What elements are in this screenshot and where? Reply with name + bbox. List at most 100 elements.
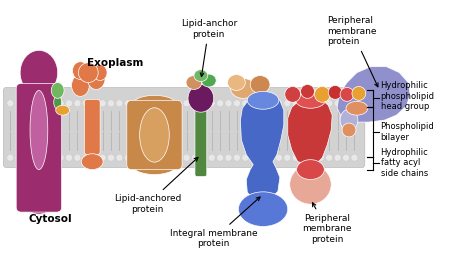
Ellipse shape [346, 101, 368, 115]
Ellipse shape [309, 100, 316, 107]
Text: Integral membrane
protein: Integral membrane protein [170, 197, 260, 248]
Ellipse shape [186, 76, 202, 89]
Ellipse shape [30, 90, 48, 170]
Ellipse shape [149, 154, 157, 161]
Ellipse shape [340, 109, 358, 131]
Ellipse shape [56, 105, 70, 115]
Ellipse shape [74, 100, 81, 107]
Ellipse shape [158, 100, 165, 107]
Ellipse shape [284, 100, 291, 107]
Ellipse shape [141, 100, 148, 107]
Ellipse shape [208, 100, 215, 107]
Ellipse shape [57, 154, 64, 161]
Ellipse shape [116, 100, 123, 107]
Ellipse shape [99, 100, 106, 107]
Ellipse shape [175, 100, 182, 107]
Ellipse shape [301, 154, 307, 161]
Ellipse shape [23, 154, 31, 161]
Text: Exoplasm: Exoplasm [87, 58, 143, 68]
Polygon shape [337, 67, 410, 122]
Ellipse shape [200, 154, 207, 161]
Ellipse shape [183, 100, 190, 107]
Ellipse shape [23, 100, 31, 107]
Ellipse shape [351, 100, 358, 107]
Ellipse shape [108, 100, 114, 107]
Ellipse shape [166, 154, 173, 161]
Ellipse shape [275, 154, 282, 161]
Ellipse shape [140, 108, 169, 162]
Ellipse shape [54, 95, 62, 109]
Ellipse shape [116, 154, 123, 161]
Ellipse shape [49, 100, 56, 107]
Text: Hydrophilic
fatty acyl
side chains: Hydrophilic fatty acyl side chains [381, 148, 428, 178]
Ellipse shape [15, 154, 22, 161]
Ellipse shape [247, 92, 279, 109]
Ellipse shape [32, 154, 39, 161]
Ellipse shape [225, 154, 232, 161]
Text: Cytosol: Cytosol [29, 214, 72, 224]
Ellipse shape [352, 87, 366, 100]
Ellipse shape [250, 100, 257, 107]
Text: Peripheral
membrane
protein: Peripheral membrane protein [302, 203, 352, 244]
Ellipse shape [340, 87, 354, 101]
Ellipse shape [250, 154, 257, 161]
Ellipse shape [49, 154, 56, 161]
Ellipse shape [132, 95, 177, 115]
Ellipse shape [234, 154, 240, 161]
Ellipse shape [296, 92, 325, 108]
FancyBboxPatch shape [84, 99, 100, 155]
Ellipse shape [250, 76, 270, 93]
Ellipse shape [72, 62, 88, 80]
Ellipse shape [20, 174, 58, 214]
Ellipse shape [328, 86, 342, 99]
Ellipse shape [133, 100, 140, 107]
Ellipse shape [66, 100, 72, 107]
FancyBboxPatch shape [3, 87, 365, 168]
Ellipse shape [225, 100, 232, 107]
Ellipse shape [267, 100, 274, 107]
Ellipse shape [74, 154, 81, 161]
Ellipse shape [124, 154, 131, 161]
Ellipse shape [91, 100, 98, 107]
Ellipse shape [82, 154, 89, 161]
Ellipse shape [158, 154, 165, 161]
Ellipse shape [342, 100, 350, 107]
Text: Peripheral
membrane
protein: Peripheral membrane protein [327, 16, 378, 87]
Ellipse shape [216, 154, 224, 161]
Ellipse shape [326, 100, 333, 107]
Ellipse shape [51, 82, 64, 98]
Ellipse shape [317, 100, 324, 107]
Ellipse shape [7, 100, 14, 107]
Ellipse shape [342, 154, 350, 161]
Ellipse shape [342, 123, 356, 137]
Text: Lipid-anchored
protein: Lipid-anchored protein [114, 158, 198, 214]
Ellipse shape [234, 100, 240, 107]
Polygon shape [288, 97, 332, 165]
Ellipse shape [297, 160, 324, 179]
Ellipse shape [32, 100, 39, 107]
Ellipse shape [15, 100, 22, 107]
Ellipse shape [230, 79, 256, 98]
FancyBboxPatch shape [127, 100, 182, 170]
Ellipse shape [192, 154, 198, 161]
Ellipse shape [149, 100, 157, 107]
Polygon shape [240, 95, 284, 201]
Ellipse shape [315, 87, 330, 102]
Ellipse shape [334, 154, 341, 161]
FancyBboxPatch shape [16, 83, 62, 212]
Ellipse shape [292, 154, 299, 161]
Ellipse shape [242, 100, 249, 107]
Ellipse shape [40, 154, 47, 161]
Ellipse shape [183, 154, 190, 161]
Ellipse shape [259, 100, 266, 107]
Ellipse shape [72, 75, 89, 96]
Ellipse shape [166, 100, 173, 107]
Ellipse shape [201, 74, 216, 87]
Ellipse shape [238, 192, 288, 226]
Ellipse shape [334, 100, 341, 107]
Ellipse shape [91, 154, 98, 161]
Ellipse shape [124, 100, 131, 107]
Ellipse shape [132, 155, 177, 174]
Ellipse shape [175, 154, 182, 161]
Ellipse shape [216, 100, 224, 107]
